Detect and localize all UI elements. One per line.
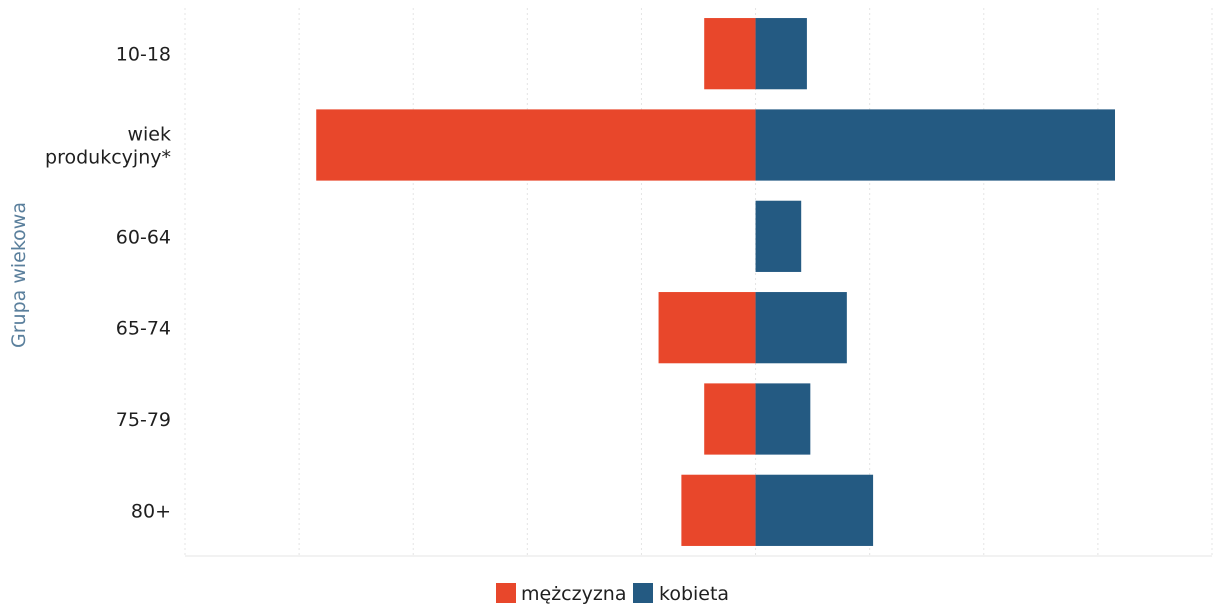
legend: mężczyzna kobieta xyxy=(496,583,729,605)
bar-mezczyzna xyxy=(316,109,756,181)
gridlines xyxy=(184,8,1213,557)
bar-mezczyzna xyxy=(704,383,756,455)
category-label: wiek produkcyjny* xyxy=(45,124,171,169)
y-axis-title: Grupa wiekowa xyxy=(8,202,30,348)
legend-label-mezczyzna: mężczyzna xyxy=(521,583,627,605)
legend-swatch-mezczyzna xyxy=(496,583,516,603)
legend-swatch-kobieta xyxy=(633,583,653,603)
legend-label-kobieta: kobieta xyxy=(659,583,729,605)
bar-mezczyzna xyxy=(681,474,756,546)
bar-kobieta xyxy=(755,292,847,364)
bar-kobieta xyxy=(755,109,1116,181)
bar-kobieta xyxy=(755,474,874,546)
category-label: 65-74 xyxy=(116,318,171,340)
category-label: 60-64 xyxy=(116,226,171,248)
bar-kobieta xyxy=(755,383,811,455)
category-label: 75-79 xyxy=(116,409,171,431)
bar-mezczyzna xyxy=(704,18,756,90)
category-label: 80+ xyxy=(131,500,171,522)
bars xyxy=(316,18,1116,546)
category-label: 10-18 xyxy=(116,44,171,66)
bar-kobieta xyxy=(755,200,802,272)
bar-mezczyzna xyxy=(658,292,756,364)
bar-kobieta xyxy=(755,18,807,90)
category-labels: 10-18 wiek produkcyjny* 60-64 65-74 75-79 80+ xyxy=(45,44,171,523)
